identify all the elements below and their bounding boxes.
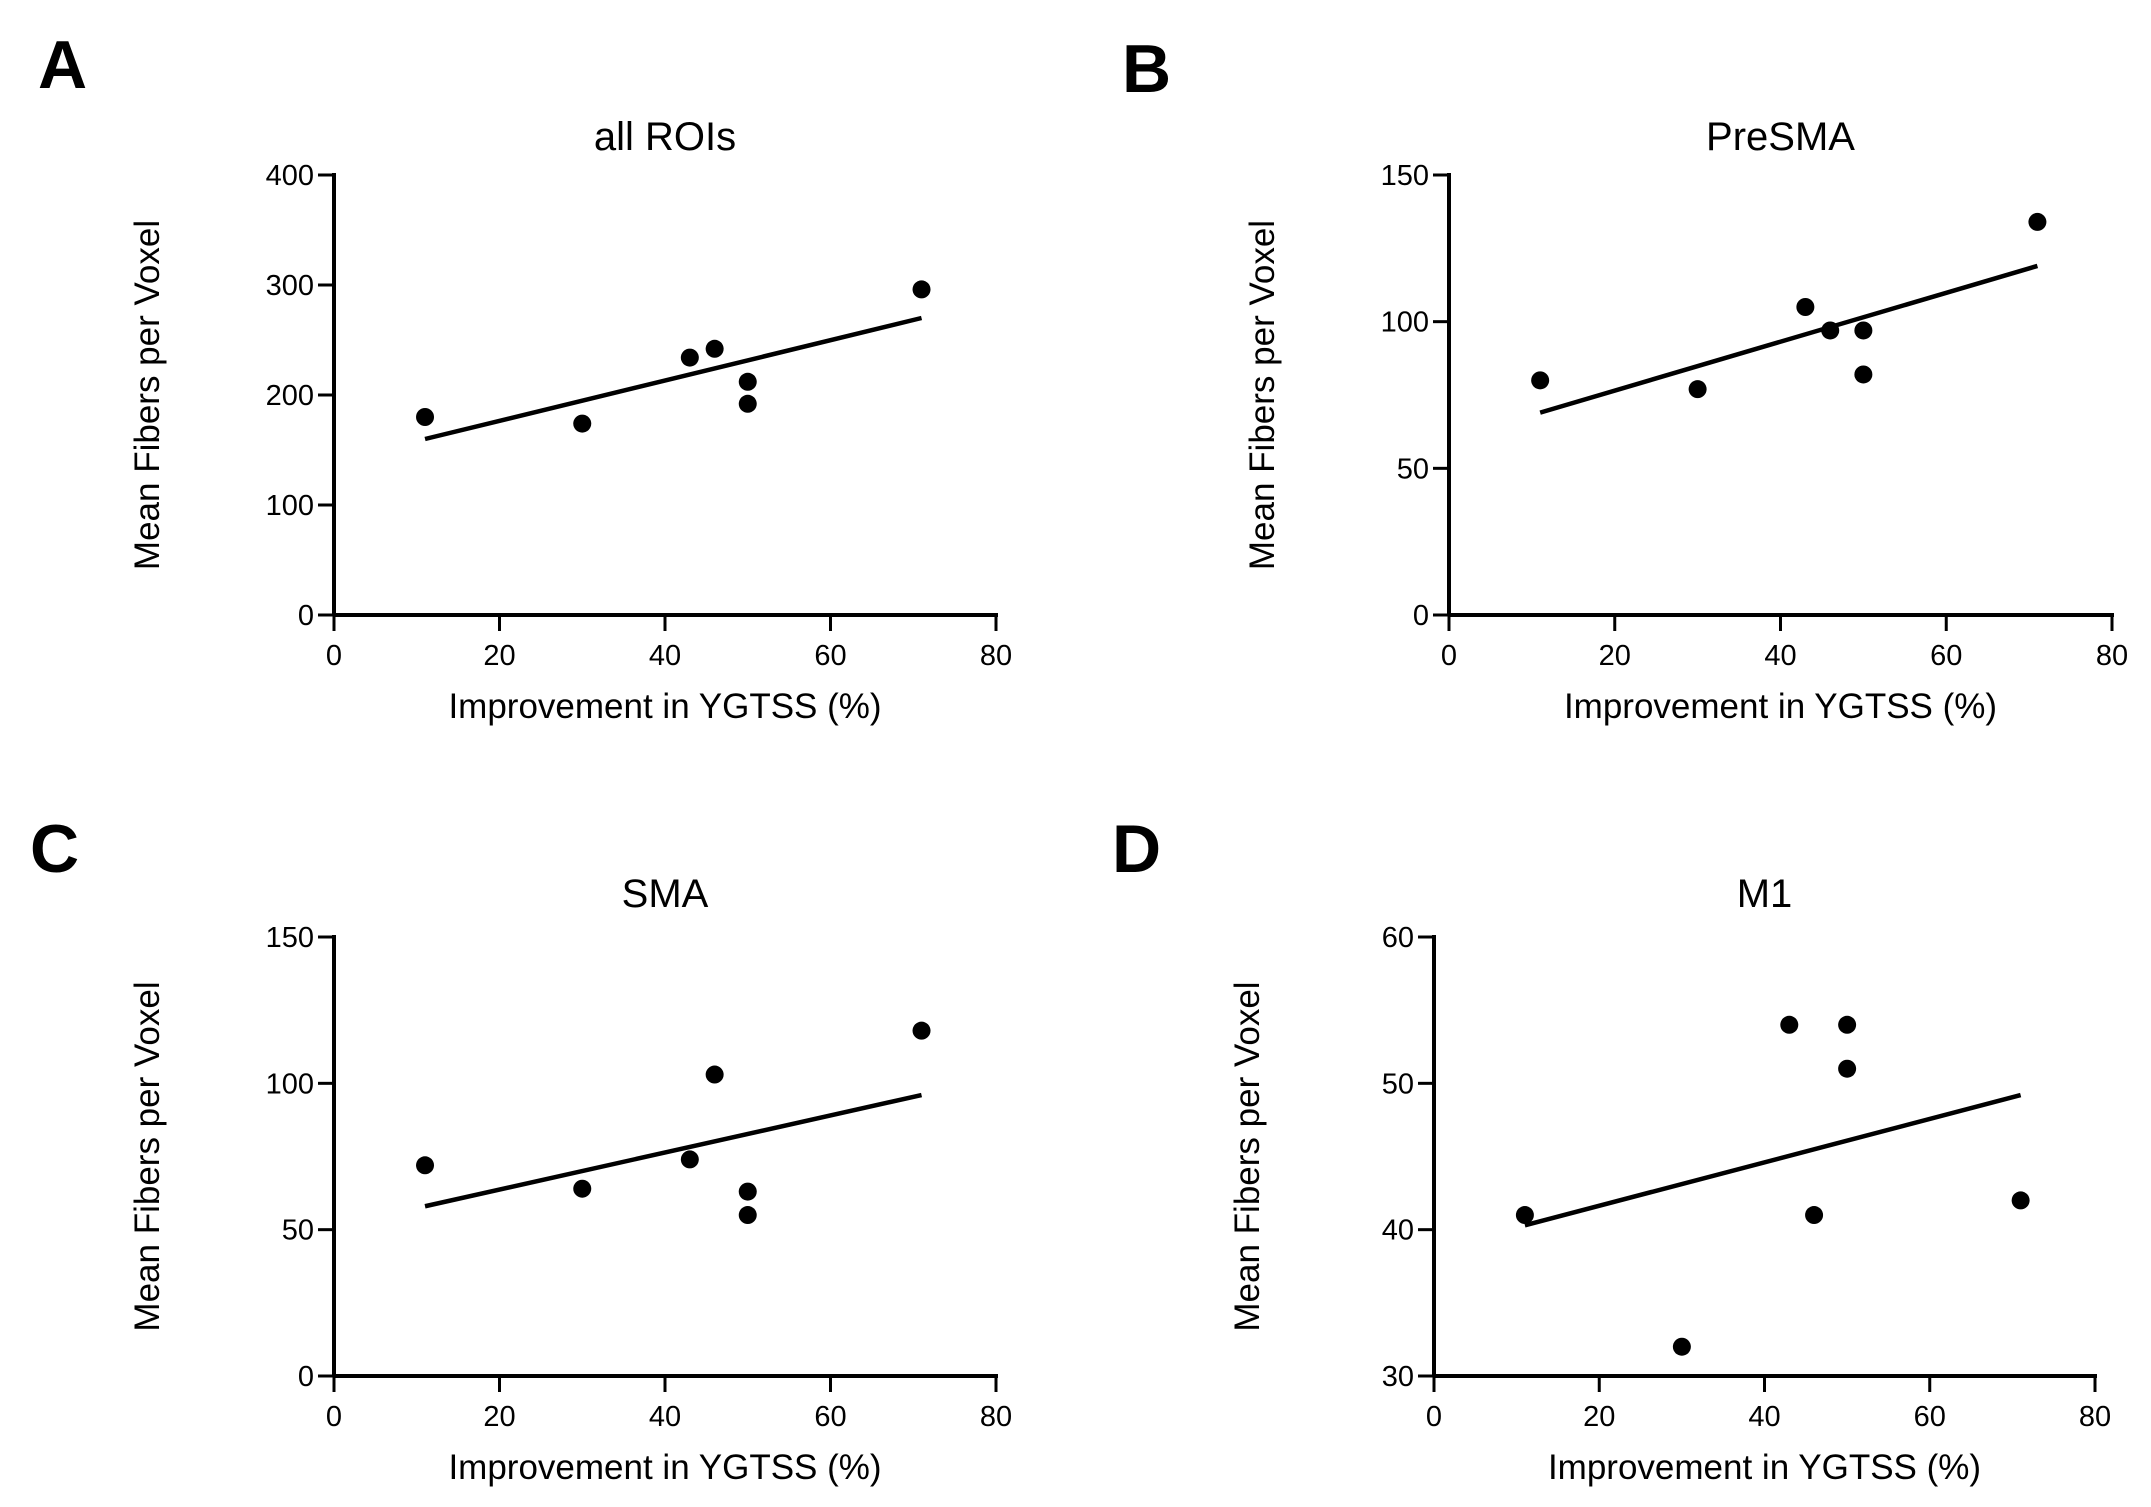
y-axis-label: Mean Fibers per Voxel [128,981,167,1331]
data-point [1838,1059,1857,1078]
y-tick-label: 30 [1382,1361,1414,1393]
y-tick-label: 200 [266,380,314,412]
regression-line [424,1092,923,1209]
x-tick-label: 20 [1583,1401,1615,1433]
data-point [1821,321,1840,340]
panel-letter: A [38,27,87,103]
y-axis-label: Mean Fibers per Voxel [128,220,167,570]
data-point [1515,1206,1534,1225]
data-point [912,1021,931,1040]
data-point [738,1206,757,1225]
y-tick-label: 0 [298,1361,314,1393]
x-tick-label: 20 [1599,640,1631,672]
x-tick-label: 40 [1748,1401,1780,1433]
x-axis-label: Improvement in YGTSS (%) [448,687,881,726]
x-tick-label: 0 [326,640,342,672]
data-point [705,1065,724,1084]
regression-line [424,315,923,442]
chart-panel-b: B PreSMA 0 50 100 150 0 20 40 60 80 Improvement in … [1122,31,2128,726]
y-tick-label: 150 [266,922,314,954]
x-tick-label: 0 [326,1401,342,1433]
y-tick-label: 300 [266,270,314,302]
x-tick-label: 0 [1426,1401,1442,1433]
data-point [1780,1015,1799,1034]
x-axis-label: Improvement in YGTSS (%) [1548,1448,1981,1487]
data-point [1854,321,1873,340]
y-tick-label: 50 [1382,1068,1414,1100]
x-tick-label: 40 [649,1401,681,1433]
chart-title: all ROIs [594,115,736,159]
data-point [738,372,757,391]
regression-line [1539,263,2039,415]
data-point [1531,371,1550,390]
data-point [573,1179,592,1198]
y-axis-label: Mean Fibers per Voxel [1228,981,1267,1331]
chart-title: SMA [622,872,709,916]
data-point [738,1182,757,1201]
y-tick-label: 150 [1381,160,1429,192]
chart-title: PreSMA [1706,115,1855,159]
data-point [705,339,724,358]
data-point [416,1156,435,1175]
data-point [2011,1191,2030,1210]
x-tick-label: 80 [2096,640,2128,672]
data-point [1854,365,1873,384]
x-tick-label: 20 [483,1401,515,1433]
data-point [1838,1015,1857,1034]
data-point [1796,298,1815,316]
y-tick-label: 60 [1382,922,1414,954]
data-point [416,408,435,426]
x-tick-label: 60 [1930,640,1962,672]
data-point [1672,1337,1691,1356]
y-tick-label: 100 [266,490,314,522]
x-tick-label: 40 [649,640,681,672]
x-tick-label: 20 [483,640,515,672]
x-tick-label: 60 [814,1401,846,1433]
data-point [2028,212,2047,231]
y-axis-label: Mean Fibers per Voxel [1243,220,1282,570]
y-tick-label: 0 [298,600,314,632]
y-tick-label: 0 [1413,600,1429,632]
y-tick-label: 100 [266,1068,314,1100]
x-axis-label: Improvement in YGTSS (%) [448,1448,881,1487]
chart-panel-c: C SMA 0 50 100 150 0 20 40 60 80 Improvement in YGT… [30,811,1012,1487]
panel-letter: C [30,811,79,887]
data-point [573,414,592,433]
x-tick-label: 80 [2079,1401,2111,1433]
y-tick-label: 40 [1382,1215,1414,1247]
x-tick-label: 60 [1914,1401,1946,1433]
y-tick-label: 50 [282,1215,314,1247]
x-tick-label: 80 [980,1401,1012,1433]
data-point [912,280,931,299]
y-tick-label: 100 [1381,307,1429,339]
data-point [1805,1206,1824,1225]
y-tick-label: 400 [266,160,314,192]
y-tick-label: 50 [1397,453,1429,485]
x-tick-label: 40 [1764,640,1796,672]
panel-letter: D [1112,811,1161,887]
data-point [1688,380,1707,399]
regression-line [1524,1092,2022,1228]
x-tick-label: 60 [814,640,846,672]
x-tick-label: 0 [1441,640,1457,672]
data-point [680,348,699,367]
x-tick-label: 80 [980,640,1012,672]
chart-panel-d: D M1 30 40 50 60 0 20 40 60 80 Improvement in YGTSS… [1112,811,2111,1487]
chart-title: M1 [1737,872,1793,916]
x-axis-label: Improvement in YGTSS (%) [1564,687,1997,726]
data-point [680,1150,699,1169]
panel-letter: B [1122,31,1171,107]
data-point [738,394,757,413]
